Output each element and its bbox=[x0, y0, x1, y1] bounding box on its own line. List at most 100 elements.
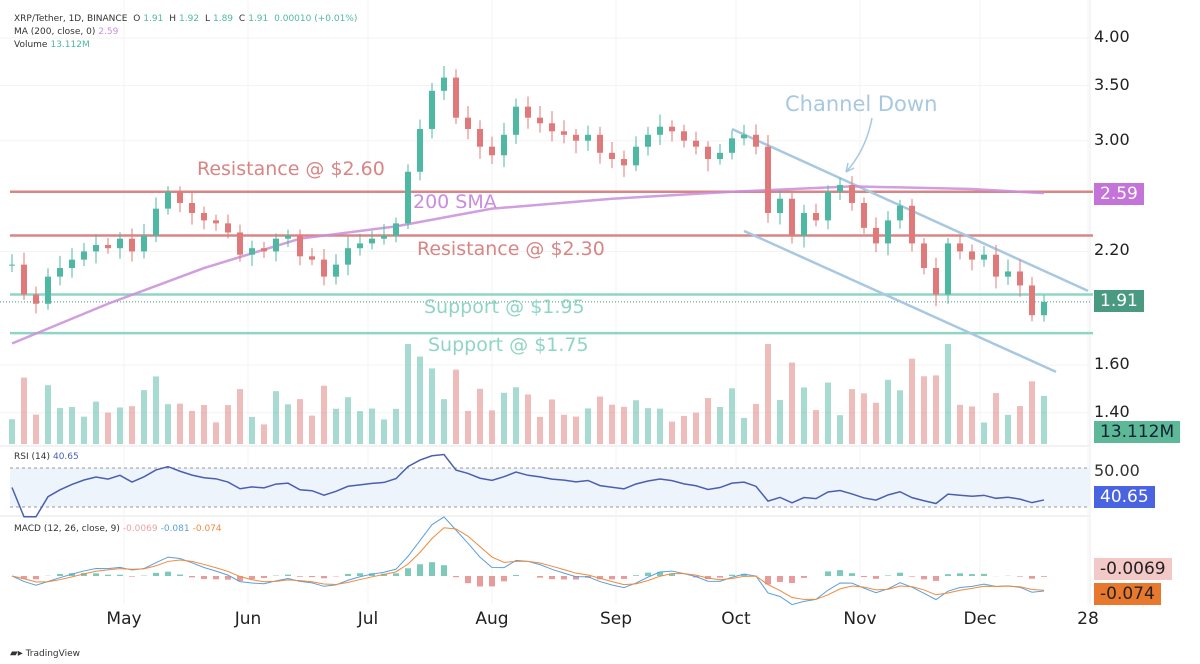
time-tick-label: Oct bbox=[721, 609, 751, 629]
volume-bar bbox=[21, 377, 27, 444]
volume-bar bbox=[597, 396, 603, 444]
volume-bar bbox=[273, 391, 279, 444]
volume-bar bbox=[897, 390, 903, 444]
price-tick-label: 3.00 bbox=[1094, 129, 1130, 149]
volume-bar bbox=[717, 406, 723, 444]
channel-arrow bbox=[845, 117, 873, 173]
candle-body bbox=[333, 264, 339, 277]
volume-bar bbox=[93, 401, 99, 444]
volume-bar bbox=[357, 411, 363, 444]
macd-histogram-bar bbox=[453, 576, 459, 578]
volume-bar bbox=[297, 399, 303, 444]
volume-bar bbox=[657, 408, 663, 444]
volume-bar bbox=[33, 414, 39, 444]
macd-signal-line bbox=[11, 527, 1045, 600]
candle-body bbox=[21, 264, 27, 295]
volume-bar bbox=[561, 414, 567, 444]
time-tick-label: 28 bbox=[1077, 609, 1099, 629]
candle-body bbox=[597, 134, 603, 153]
candle-body bbox=[909, 205, 915, 244]
candle-body bbox=[69, 259, 75, 269]
volume-bar bbox=[1029, 381, 1035, 444]
volume-bar bbox=[729, 388, 735, 444]
price-tick-label: 1.40 bbox=[1094, 401, 1130, 421]
macd-histogram-bar bbox=[129, 576, 135, 577]
candle-body bbox=[201, 213, 207, 221]
candle-body bbox=[849, 184, 855, 203]
volume-bar bbox=[117, 407, 123, 444]
volume-bar bbox=[669, 421, 675, 444]
rsi-label: RSI (14) bbox=[14, 452, 50, 462]
volume-bar bbox=[309, 415, 315, 444]
candle-body bbox=[225, 223, 231, 233]
volume-bar bbox=[393, 408, 399, 444]
macd-histogram-bar bbox=[369, 573, 375, 576]
candle-body bbox=[729, 138, 735, 153]
candle-body bbox=[405, 171, 411, 224]
candle-body bbox=[477, 128, 483, 147]
rsi-mid-label: 50.00 bbox=[1094, 461, 1140, 480]
macd-signal-tag: -0.074 bbox=[1094, 583, 1161, 605]
volume-bar bbox=[825, 382, 831, 444]
volume-bar bbox=[501, 392, 507, 444]
rsi-value: 40.65 bbox=[52, 452, 79, 462]
volume-bar bbox=[789, 362, 795, 444]
ma-label: MA (200, close, 0) bbox=[14, 27, 96, 37]
candle-body bbox=[525, 106, 531, 118]
volume-bar bbox=[705, 398, 711, 444]
sma-label: 200 SMA bbox=[413, 191, 497, 213]
macd-histogram-bar bbox=[897, 572, 903, 576]
volume-bar bbox=[633, 400, 639, 444]
macd-histogram-bar bbox=[261, 576, 267, 578]
candle-body bbox=[777, 198, 783, 214]
volume-bar bbox=[909, 358, 915, 444]
macd-histogram-bar bbox=[573, 576, 579, 580]
macd-histogram-bar bbox=[177, 574, 183, 576]
macd-histogram-bar bbox=[225, 576, 231, 580]
volume-bar bbox=[489, 410, 495, 444]
volume-bar bbox=[477, 388, 483, 444]
candle-body bbox=[501, 134, 507, 156]
price-tick-label: 4.00 bbox=[1094, 27, 1130, 46]
time-tick-label: Nov bbox=[843, 609, 877, 629]
candle-body bbox=[381, 235, 387, 239]
volume-bar bbox=[1017, 406, 1023, 444]
macd-histogram-bar bbox=[957, 573, 963, 576]
candle-body bbox=[789, 198, 795, 236]
candle-body bbox=[129, 238, 135, 252]
macd-label: MACD (12, 26, close, 9) bbox=[14, 524, 120, 534]
candle-body bbox=[357, 243, 363, 249]
macd-histogram-bar bbox=[285, 574, 291, 576]
volume-bar bbox=[849, 389, 855, 444]
volume-bar bbox=[69, 406, 75, 444]
tradingview-logo-text: TradingView bbox=[25, 649, 80, 659]
candle-body bbox=[705, 146, 711, 160]
macd-histogram-bar bbox=[561, 576, 567, 580]
volume-bar bbox=[345, 397, 351, 444]
macd-histogram-bar bbox=[213, 576, 219, 580]
macd-histogram-bar bbox=[849, 573, 855, 576]
candle-body bbox=[945, 243, 951, 295]
candle-body bbox=[81, 251, 87, 260]
macd-histogram-bar bbox=[513, 575, 519, 576]
candle-body bbox=[585, 134, 591, 141]
candle-body bbox=[429, 90, 435, 129]
macd-histogram-bar bbox=[1017, 576, 1023, 577]
tradingview-logo-icon: ▰▸ bbox=[10, 648, 23, 659]
macd-histogram-bar bbox=[465, 576, 471, 584]
macd-signal-value: -0.074 bbox=[192, 524, 222, 534]
close-value: 1.91 bbox=[248, 14, 269, 24]
macd-histogram-bar bbox=[81, 573, 87, 576]
candle-body bbox=[957, 243, 963, 252]
time-tick-label: Aug bbox=[475, 609, 509, 629]
volume-legend: Volume 13.112M bbox=[14, 40, 93, 50]
candle-body bbox=[33, 294, 39, 304]
candle-body bbox=[453, 77, 459, 118]
macd-histogram-bar bbox=[429, 562, 435, 576]
macd-histogram-bar bbox=[609, 576, 615, 580]
macd-histogram-bar bbox=[729, 574, 735, 576]
volume-bar bbox=[249, 416, 255, 444]
candle-body bbox=[57, 268, 63, 277]
volume-bar bbox=[81, 416, 87, 444]
